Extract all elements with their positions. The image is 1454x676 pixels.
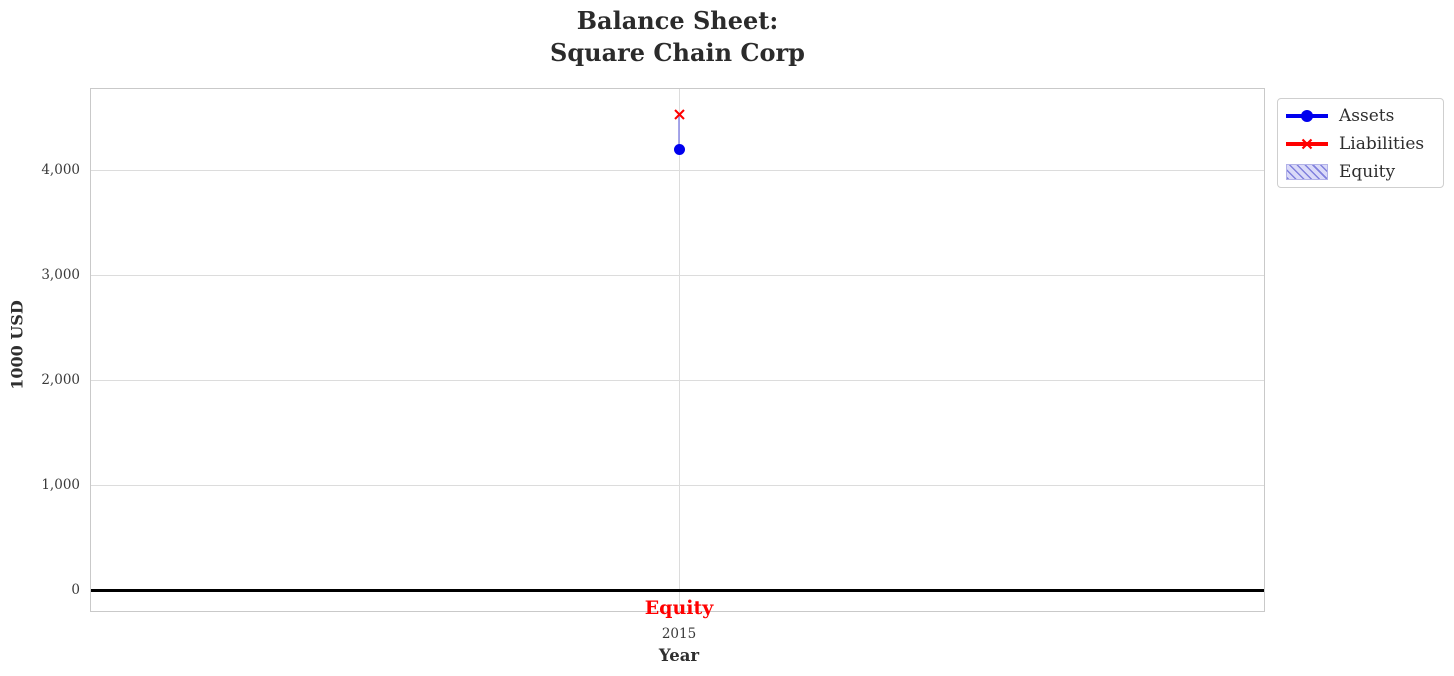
equity-legend-patch-icon bbox=[1286, 158, 1328, 186]
liabilities-data-point bbox=[674, 109, 685, 120]
legend-label-assets: Assets bbox=[1339, 106, 1395, 126]
legend: Assets Liabilities Equity bbox=[1277, 98, 1444, 188]
ytick-0: 0 bbox=[71, 582, 80, 598]
ytick-4000: 4,000 bbox=[41, 162, 80, 178]
zero-baseline bbox=[91, 589, 1264, 592]
x-axis-label: Year bbox=[658, 646, 700, 665]
chart-title: Balance Sheet: Square Chain Corp bbox=[90, 5, 1265, 69]
gridline-4000 bbox=[91, 170, 1264, 171]
gridline-3000 bbox=[91, 275, 1264, 276]
liabilities-legend-marker-icon bbox=[1286, 130, 1328, 158]
chart-title-line1: Balance Sheet: bbox=[576, 6, 779, 35]
xtick-2015: 2015 bbox=[661, 626, 697, 642]
legend-item-liabilities: Liabilities bbox=[1286, 130, 1435, 158]
chart-title-line2: Square Chain Corp bbox=[550, 38, 805, 67]
legend-item-equity: Equity bbox=[1286, 158, 1435, 186]
ytick-3000: 3,000 bbox=[41, 267, 80, 283]
plot-area bbox=[90, 88, 1265, 612]
legend-label-liabilities: Liabilities bbox=[1339, 134, 1425, 154]
assets-legend-marker-icon bbox=[1286, 102, 1328, 130]
equity-annotation: Equity bbox=[644, 597, 714, 619]
legend-label-equity: Equity bbox=[1339, 162, 1396, 182]
ytick-1000: 1,000 bbox=[41, 477, 80, 493]
gridline-1000 bbox=[91, 485, 1264, 486]
gridline-2000 bbox=[91, 380, 1264, 381]
legend-item-assets: Assets bbox=[1286, 102, 1435, 130]
gridline-2015 bbox=[679, 89, 680, 611]
assets-data-point bbox=[674, 144, 685, 155]
ytick-2000: 2,000 bbox=[41, 372, 80, 388]
equity-fill-area bbox=[678, 114, 680, 150]
